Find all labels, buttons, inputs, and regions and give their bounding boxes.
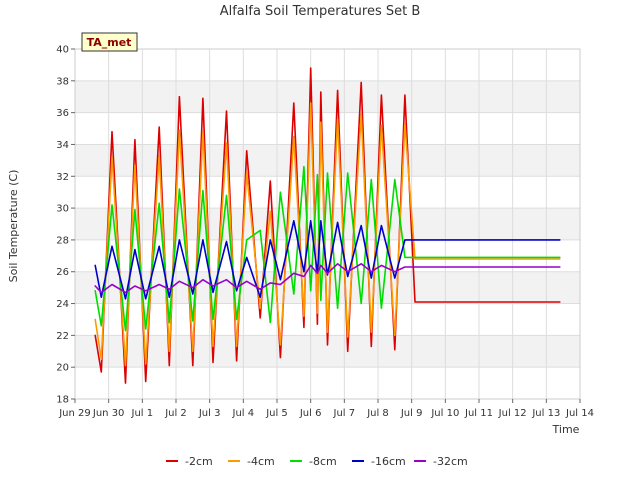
x-axis-label: Time [552, 423, 580, 436]
legend: -2cm -4cm -8cm -16cm -32cm [166, 455, 468, 468]
legend-label-3: -16cm [371, 455, 406, 468]
x-tick-label: Jul 1 [131, 408, 154, 419]
station-badge: TA_met [81, 32, 138, 52]
x-tick-label: Jun 29 [58, 408, 91, 419]
y-tick-label: 38 [56, 76, 69, 87]
series-line-4 [94, 262, 561, 294]
x-tick-label: Jul 6 [299, 408, 322, 419]
chart-title: Alfalfa Soil Temperatures Set B [220, 4, 421, 19]
plot-area-frame [74, 48, 581, 400]
x-tick-label: Jun 30 [92, 408, 125, 419]
x-tick-label: Jul 4 [232, 408, 255, 419]
y-tick-label: 36 [56, 108, 69, 119]
plot-band [75, 112, 580, 145]
y-axis-label: Soil Temperature (C) [7, 170, 20, 283]
plot-band [75, 144, 580, 177]
x-axis-ticks: Jun 29 Jun 30 Jul 1 Jul 2 Jul 3 Jul 4 Jul 5 Jul… [58, 399, 594, 419]
series-lines [94, 67, 561, 384]
legend-label-4: -32cm [433, 455, 468, 468]
station-badge-text: TA_met [87, 36, 132, 49]
x-tick-label: Jul 14 [565, 408, 594, 419]
y-tick-label: 34 [56, 140, 69, 151]
y-tick-label: 24 [56, 299, 69, 310]
y-tick-label: 40 [56, 45, 69, 56]
x-tick-label: Jul 3 [198, 408, 221, 419]
y-tick-label: 30 [56, 204, 69, 215]
plot-band [75, 80, 580, 113]
x-tick-label: Jul 12 [498, 408, 527, 419]
x-tick-label: Jul 2 [164, 408, 187, 419]
x-tick-label: Jul 8 [366, 408, 389, 419]
legend-label-0: -2cm [185, 455, 213, 468]
y-axis-ticks: 18 20 22 24 26 28 30 32 34 36 38 40 [56, 45, 75, 406]
x-tick-label: Jul 11 [464, 408, 493, 419]
series-line-3 [94, 220, 561, 300]
x-tick-label: Jul 10 [430, 408, 459, 419]
legend-label-2: -8cm [309, 455, 337, 468]
y-tick-label: 26 [56, 267, 69, 278]
y-tick-label: 32 [56, 172, 69, 183]
legend-label-1: -4cm [247, 455, 275, 468]
y-tick-label: 28 [56, 235, 69, 246]
plot-background-bands [75, 49, 580, 399]
y-tick-label: 20 [56, 363, 69, 374]
y-tick-label: 18 [56, 395, 69, 406]
x-tick-label: Jul 7 [333, 408, 356, 419]
plot-band [75, 208, 580, 240]
station-badge-box [81, 32, 138, 52]
x-tick-label: Jul 9 [400, 408, 423, 419]
x-tick-label: Jul 5 [265, 408, 288, 419]
plot-band [75, 271, 580, 304]
y-tick-label: 22 [56, 331, 69, 342]
plot-band [75, 367, 580, 399]
x-tick-label: Jul 13 [531, 408, 560, 419]
plot-band [75, 49, 580, 81]
